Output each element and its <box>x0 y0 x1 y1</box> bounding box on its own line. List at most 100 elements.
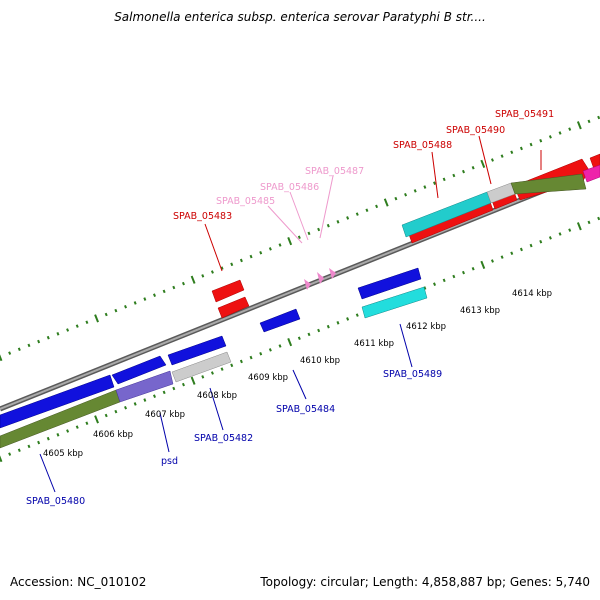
tick-mark-upper <box>66 328 70 332</box>
scale-label: 4606 kbp <box>93 430 133 440</box>
tick-mark-upper <box>500 154 504 158</box>
gene-label[interactable]: SPAB_05487 <box>305 166 364 177</box>
feature-spab-05486-arrow[interactable] <box>317 272 324 284</box>
tick-mark-lower <box>462 270 465 275</box>
reverse-strand-features <box>0 267 428 449</box>
tick-tracks <box>0 115 600 463</box>
tick-mark-upper <box>201 274 205 278</box>
tick-mark-lower <box>75 425 79 429</box>
feature-spab-05482[interactable] <box>167 335 227 366</box>
forward-strand-features <box>211 153 600 319</box>
tick-mark-upper <box>558 131 562 135</box>
tick-mark-lower <box>239 359 243 364</box>
feature-pink-gene[interactable] <box>582 164 600 183</box>
tick-mark-upper <box>413 189 417 193</box>
tick-mark-lower <box>519 247 523 252</box>
gene-label[interactable]: SPAB_05488 <box>393 140 452 151</box>
tick-mark-lower <box>220 367 224 371</box>
tick-mark-lower <box>529 243 533 248</box>
tick-mark-lower <box>500 255 504 259</box>
feature-spab-05483-b[interactable] <box>217 296 250 319</box>
tick-mark-upper <box>375 204 379 209</box>
tick-mark-lower <box>539 239 543 244</box>
tick-mark-upper <box>210 270 214 274</box>
tick-mark-lower <box>576 222 582 231</box>
tick-mark-lower <box>37 440 41 445</box>
scale-label: 4609 kbp <box>248 373 288 383</box>
gene-label[interactable]: SPAB_05480 <box>26 496 85 507</box>
feature-spab-05483-a[interactable] <box>211 279 245 303</box>
feature-spab-05484[interactable] <box>259 308 301 333</box>
scale-label: 4610 kbp <box>300 356 340 366</box>
scale-label: 4608 kbp <box>197 391 237 401</box>
tick-mark-upper <box>529 142 533 147</box>
tick-mark-upper <box>317 227 321 232</box>
tick-mark-upper <box>278 243 282 247</box>
tick-mark-lower <box>317 328 321 333</box>
gene-label[interactable]: psd <box>161 456 178 467</box>
tick-mark-upper <box>365 208 369 212</box>
gene-label[interactable]: SPAB_05486 <box>260 182 319 193</box>
tick-mark-upper <box>181 281 185 286</box>
tick-mark-lower <box>442 278 446 283</box>
scale-label: 4613 kbp <box>460 306 500 316</box>
scale-label: 4605 kbp <box>43 449 83 459</box>
tick-mark-lower <box>490 259 494 263</box>
gene-label[interactable]: SPAB_05489 <box>383 369 442 380</box>
tick-mark-upper <box>597 115 600 120</box>
tick-mark-upper <box>220 266 224 270</box>
gene-label[interactable]: SPAB_05491 <box>495 109 554 120</box>
tick-mark-lower <box>94 415 99 424</box>
feature-spab-05489-gene[interactable] <box>361 286 428 319</box>
tick-mark-upper <box>336 220 340 224</box>
tick-mark-upper <box>172 285 176 290</box>
feature-spab-05480-a[interactable] <box>0 374 115 429</box>
tick-mark-lower <box>27 444 31 449</box>
tick-mark-lower <box>46 436 50 441</box>
scale-label: 4611 kbp <box>354 339 394 349</box>
tick-mark-upper <box>568 127 572 131</box>
tick-mark-lower <box>452 274 456 279</box>
tick-mark-lower <box>66 429 70 433</box>
feature-spab-05491-gene[interactable] <box>510 173 587 195</box>
feature-spab-05489[interactable] <box>357 267 422 300</box>
feature-spab-05482-gene[interactable] <box>171 351 232 383</box>
tick-mark-upper <box>433 181 437 185</box>
tick-mark-lower <box>336 321 340 325</box>
tick-mark-upper <box>143 297 147 301</box>
tick-mark-upper <box>452 173 456 178</box>
gene-label[interactable]: SPAB_05482 <box>194 433 253 444</box>
tick-mark-lower <box>124 406 128 410</box>
tick-mark-upper <box>471 165 475 170</box>
tick-mark-upper <box>27 343 31 348</box>
feature-blue-a[interactable] <box>111 355 167 385</box>
tick-mark-upper <box>490 158 494 162</box>
tick-mark-lower <box>210 371 214 375</box>
tick-mark-lower <box>278 344 282 348</box>
tick-mark-lower <box>181 382 185 387</box>
tick-mark-upper <box>259 250 263 255</box>
tick-mark-upper <box>56 332 60 336</box>
tick-mark-lower <box>85 421 89 426</box>
feature-spab-05487-arrow[interactable] <box>329 268 336 279</box>
tick-mark-lower <box>510 251 514 256</box>
feature-spab-05485-arrow[interactable] <box>304 279 311 290</box>
tick-mark-lower <box>114 409 118 414</box>
feature-psd[interactable] <box>115 370 174 403</box>
label-leader-lines <box>39 135 542 493</box>
gene-label[interactable]: SPAB_05484 <box>276 404 335 415</box>
gene-label[interactable]: SPAB_05483 <box>173 211 232 222</box>
tick-mark-lower <box>133 402 137 406</box>
tick-mark-lower <box>17 448 21 453</box>
tick-mark-lower <box>190 376 196 385</box>
tick-mark-upper <box>383 198 389 207</box>
gene-label[interactable]: SPAB_05490 <box>446 125 505 136</box>
tick-mark-upper <box>297 235 301 240</box>
tick-mark-lower <box>287 338 293 347</box>
tick-mark-lower <box>104 413 108 418</box>
tick-mark-upper <box>355 212 359 216</box>
tick-mark-lower <box>249 355 253 360</box>
gene-label[interactable]: SPAB_05485 <box>216 196 275 207</box>
tick-mark-lower <box>433 282 437 286</box>
